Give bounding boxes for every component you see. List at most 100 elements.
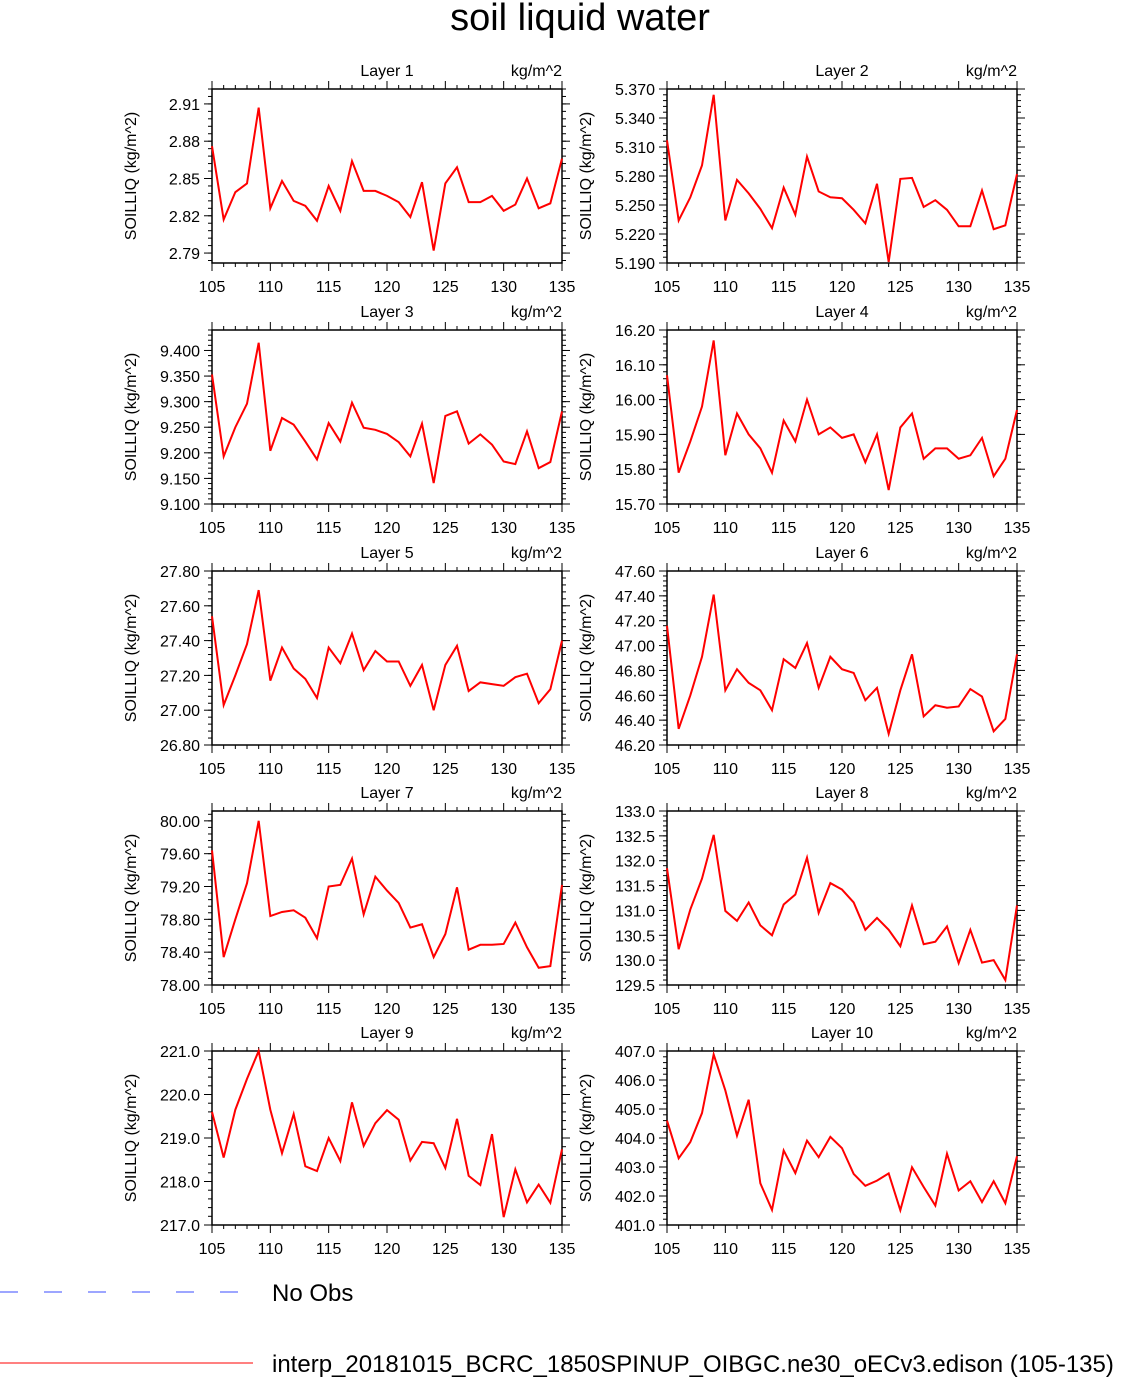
- layer-5-series-line: [211, 589, 563, 711]
- layer-9-ytick-label: 220.0: [160, 1088, 200, 1105]
- layer-3-xtick-label: 125: [432, 520, 459, 537]
- layer-3-ytick-label: 9.200: [160, 446, 200, 463]
- layer-7-xtick-label: 105: [199, 1001, 226, 1018]
- layer-2-ytick-label: 5.190: [615, 256, 655, 273]
- layer-4-ylabel: SOILLIQ (kg/m^2): [578, 353, 595, 481]
- layer-1-frame: [211, 88, 563, 264]
- layer-3-xtick-label: 115: [316, 520, 342, 537]
- layer-1-xtick-label: 105: [199, 279, 226, 296]
- layer-6-ytick-label: 47.00: [615, 639, 655, 656]
- layer-7-xtick-label: 115: [316, 1001, 342, 1018]
- layer-3-xtick-label: 135: [549, 520, 576, 537]
- layer-10-series-line: [666, 1050, 1018, 1214]
- layer-1-xtick-label: 110: [258, 279, 284, 296]
- layer-7-xtick-label: 110: [258, 1001, 284, 1018]
- layer-6-panel: Layer 6 kg/m^2 105 110 115 120 125 130 135 46.20 4…: [578, 545, 1030, 778]
- layer-9-xtick-label: 105: [199, 1241, 226, 1258]
- layer-10-ytick-label: 403.0: [615, 1160, 655, 1177]
- layer-8-panel: Layer 8 kg/m^2 105 110 115 120 125 130 135 129.5 1…: [578, 785, 1030, 1018]
- layer-2-xtick-label: 135: [1004, 279, 1031, 296]
- layer-4-xtick-label: 120: [829, 520, 856, 537]
- layer-1-title: Layer 1: [360, 63, 413, 80]
- layer-3-ytick-label: 9.350: [160, 369, 200, 386]
- layer-10-ytick-label: 401.0: [615, 1218, 655, 1235]
- layer-7-frame: [211, 810, 563, 986]
- layer-8-ytick-label: 133.0: [615, 804, 655, 821]
- layer-1-units: kg/m^2: [511, 63, 562, 80]
- layer-3-units: kg/m^2: [511, 304, 562, 321]
- layer-9-ytick-label: 217.0: [160, 1218, 200, 1235]
- layer-2-series-line: [666, 94, 1018, 263]
- layer-6-series-line: [666, 594, 1018, 738]
- layer-3-ytick-label: 9.250: [160, 420, 200, 437]
- layer-6-title: Layer 6: [815, 545, 868, 562]
- layer-10-title: Layer 10: [811, 1025, 873, 1042]
- layer-3-ytick-label: 9.400: [160, 343, 200, 360]
- layer-1-ytick-label: 2.82: [169, 209, 200, 226]
- layer-7-panel: Layer 7 kg/m^2 105 110 115 120 125 130 135 78.00 7…: [123, 785, 575, 1018]
- layer-4-panel: Layer 4 kg/m^2 105 110 115 120 125 130 135 15.70 1…: [578, 304, 1030, 537]
- layer-10-ytick-label: 406.0: [615, 1073, 655, 1090]
- layer-9-title: Layer 9: [360, 1025, 413, 1042]
- layer-10-xtick-label: 135: [1004, 1241, 1031, 1258]
- layer-9-xtick-label: 115: [316, 1241, 342, 1258]
- layer-1-ytick-label: 2.91: [169, 97, 200, 114]
- layer-6-ytick-label: 46.20: [615, 738, 655, 755]
- layer-5-xtick-label: 125: [432, 761, 459, 778]
- layer-3-ytick-label: 9.150: [160, 471, 200, 488]
- layer-10-units: kg/m^2: [966, 1025, 1017, 1042]
- layer-4-ytick-label: 15.70: [615, 497, 655, 514]
- layer-8-ytick-label: 130.0: [615, 953, 655, 970]
- layer-1-xtick-label: 130: [490, 279, 517, 296]
- layer-3-xtick-label: 130: [490, 520, 517, 537]
- layer-8-ytick-label: 131.5: [615, 879, 655, 896]
- layer-7-title: Layer 7: [360, 785, 413, 802]
- layer-1-ytick-label: 2.88: [169, 134, 200, 151]
- layer-5-xtick-label: 105: [199, 761, 226, 778]
- layer-6-units: kg/m^2: [966, 545, 1017, 562]
- layer-4-ytick-label: 16.00: [615, 393, 655, 410]
- layer-3-frame: [211, 329, 563, 505]
- layer-2-ytick-label: 5.250: [615, 198, 655, 215]
- layer-7-series-line: [211, 820, 563, 969]
- layer-6-frame: [666, 570, 1018, 746]
- layer-8-xtick-label: 125: [887, 1001, 914, 1018]
- layer-10-xtick-label: 115: [771, 1241, 797, 1258]
- layer-10-ytick-label: 402.0: [615, 1189, 655, 1206]
- layer-2-xtick-label: 105: [654, 279, 681, 296]
- layer-7-units: kg/m^2: [511, 785, 562, 802]
- layer-7-ylabel: SOILLIQ (kg/m^2): [123, 834, 140, 962]
- layer-4-ytick-label: 15.80: [615, 462, 655, 479]
- layer-2-xtick-label: 115: [771, 279, 797, 296]
- layer-3-xtick-label: 120: [374, 520, 401, 537]
- layer-4-xtick-label: 110: [713, 520, 739, 537]
- layer-4-ytick-label: 16.20: [615, 323, 655, 340]
- legend-no-obs-label: No Obs: [272, 1280, 353, 1307]
- layer-8-ytick-label: 130.5: [615, 928, 655, 945]
- layer-10-xtick-label: 120: [829, 1241, 856, 1258]
- layer-5-ytick-label: 27.00: [160, 703, 200, 720]
- layer-6-xtick-label: 120: [829, 761, 856, 778]
- layer-8-xtick-label: 105: [654, 1001, 681, 1018]
- figure-title: soil liquid water: [450, 0, 710, 39]
- layer-9-ytick-label: 221.0: [160, 1044, 200, 1061]
- layer-10-ytick-label: 404.0: [615, 1131, 655, 1148]
- layer-9-xtick-label: 125: [432, 1241, 459, 1258]
- layer-8-ytick-label: 132.5: [615, 829, 655, 846]
- layer-1-ytick-label: 2.79: [169, 246, 200, 263]
- layer-9-ytick-label: 219.0: [160, 1131, 200, 1148]
- layer-5-ytick-label: 27.20: [160, 668, 200, 685]
- layer-6-ytick-label: 46.60: [615, 688, 655, 705]
- layer-1-xtick-label: 125: [432, 279, 459, 296]
- layer-5-ytick-label: 27.60: [160, 599, 200, 616]
- layer-9-units: kg/m^2: [511, 1025, 562, 1042]
- layer-8-xtick-label: 120: [829, 1001, 856, 1018]
- layer-10-ytick-label: 405.0: [615, 1102, 655, 1119]
- layer-7-ytick-label: 78.80: [160, 912, 200, 929]
- layer-5-units: kg/m^2: [511, 545, 562, 562]
- layer-6-xtick-label: 110: [713, 761, 739, 778]
- layer-10-xtick-label: 105: [654, 1241, 681, 1258]
- layer-2-xtick-label: 125: [887, 279, 914, 296]
- layer-4-ytick-label: 16.10: [615, 358, 655, 375]
